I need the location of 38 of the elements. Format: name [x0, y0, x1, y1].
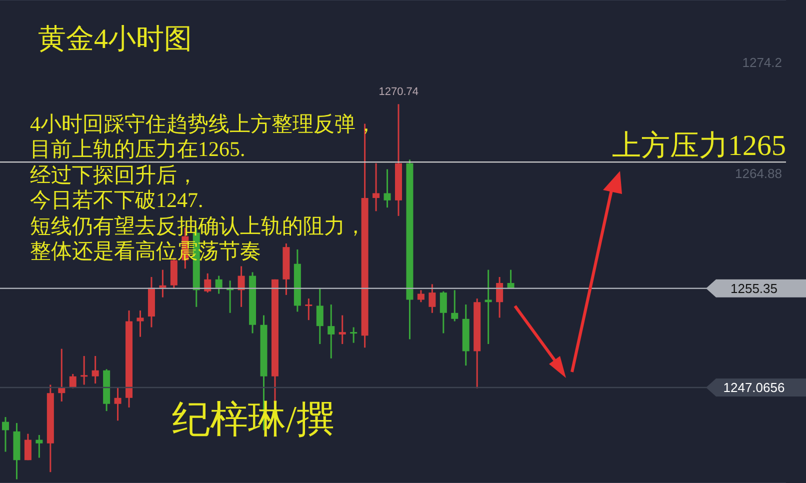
annotation: 目前上轨的压力在1265.	[30, 137, 246, 162]
candlestick	[451, 289, 458, 322]
candlestick	[69, 373, 76, 390]
candlestick	[496, 276, 504, 318]
ref-line-label: 1255.35	[730, 280, 778, 296]
candlestick	[305, 298, 312, 321]
candlestick	[328, 304, 335, 360]
candlestick	[316, 288, 324, 345]
candlestick	[372, 162, 380, 212]
candlestick	[507, 269, 514, 290]
candlestick	[417, 289, 424, 303]
candlestick	[338, 314, 346, 345]
annotation: 4小时回踩守住趋势线上方整理反弹，	[30, 112, 376, 137]
ref-line-label: 1247.0656	[723, 380, 785, 396]
candlestick	[238, 265, 245, 308]
annotation: 经过下探回升后，	[30, 162, 198, 188]
candlestick	[36, 434, 43, 458]
candlestick	[204, 272, 212, 294]
text: 黄金4小时图	[38, 23, 192, 57]
candlestick	[350, 326, 358, 344]
candlestick	[440, 290, 447, 334]
candlestick	[484, 269, 492, 345]
candlestick	[384, 168, 391, 208]
candlestick	[159, 269, 166, 298]
y-tick-label: 1264.88	[735, 166, 782, 182]
candlestick	[428, 283, 436, 314]
candlestick	[80, 355, 88, 386]
candlestick	[92, 355, 99, 384]
annotation: 短线仍有望去反抽确认上轨的阻力，	[30, 214, 366, 239]
y-tick-label: 1274.2	[742, 54, 782, 71]
annotation: 今日若不下破1247.	[30, 188, 204, 214]
annotation: 1270.74	[378, 86, 420, 98]
annotation: 上方压力1265	[612, 129, 786, 164]
candlestick	[2, 416, 9, 453]
candlestick	[24, 433, 32, 461]
candlestick	[215, 275, 222, 294]
candlestick	[114, 386, 122, 422]
candlestick	[136, 310, 144, 338]
